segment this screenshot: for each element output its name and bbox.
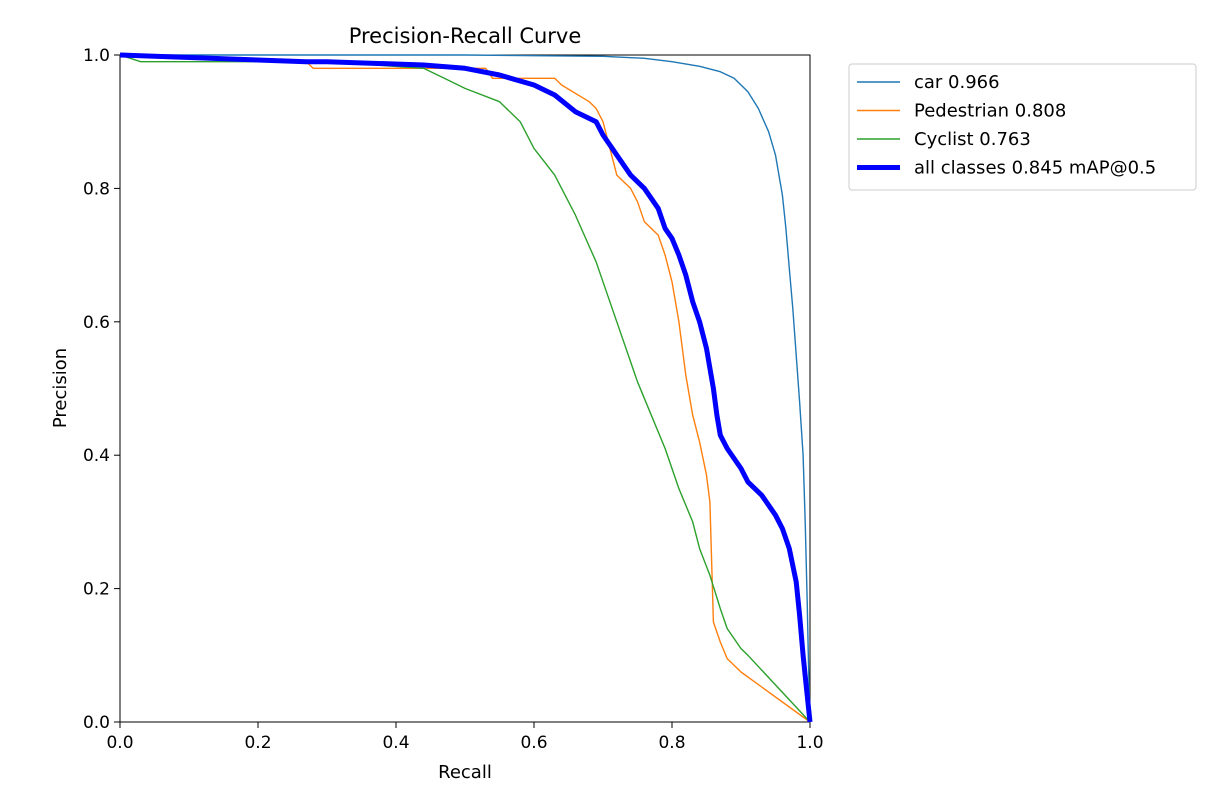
x-tick-label: 0.0 [106, 733, 133, 753]
y-tick-label: 0.6 [83, 313, 110, 333]
x-tick-label: 0.6 [520, 733, 547, 753]
y-axis-label: Precision [50, 348, 71, 428]
legend-label: Pedestrian 0.808 [914, 101, 1066, 122]
series-line-0 [120, 54, 811, 723]
series-line-3 [119, 52, 813, 723]
legend-label: all classes 0.845 mAP@0.5 [914, 158, 1156, 179]
y-tick-label: 1.0 [83, 46, 110, 66]
series-line-1 [119, 54, 811, 723]
y-tick-label: 0.0 [83, 713, 110, 733]
x-tick-label: 1.0 [796, 733, 823, 753]
x-axis-label: Recall [438, 762, 492, 783]
legend-label: Cyclist 0.763 [914, 129, 1031, 150]
plot-area [119, 52, 813, 723]
y-tick-label: 0.2 [83, 580, 110, 600]
chart-title: Precision-Recall Curve [349, 24, 582, 48]
x-tick-label: 0.2 [244, 733, 271, 753]
y-axis: 0.0 0.2 0.4 0.6 0.8 1.0 [83, 46, 120, 733]
legend-frame [848, 63, 1197, 191]
y-tick-label: 0.8 [83, 179, 110, 199]
x-axis: 0.0 0.2 0.4 0.6 0.8 1.0 [106, 722, 824, 753]
x-tick-label: 0.4 [382, 733, 409, 753]
legend: car 0.966 Pedestrian 0.808 Cyclist 0.763 al… [848, 63, 1197, 191]
y-tick-label: 0.4 [83, 446, 110, 466]
legend-label: car 0.966 [914, 72, 1000, 93]
x-tick-label: 0.8 [658, 733, 685, 753]
plot-frame [119, 54, 811, 723]
series-line-2 [119, 54, 811, 723]
series-layer [119, 52, 813, 723]
